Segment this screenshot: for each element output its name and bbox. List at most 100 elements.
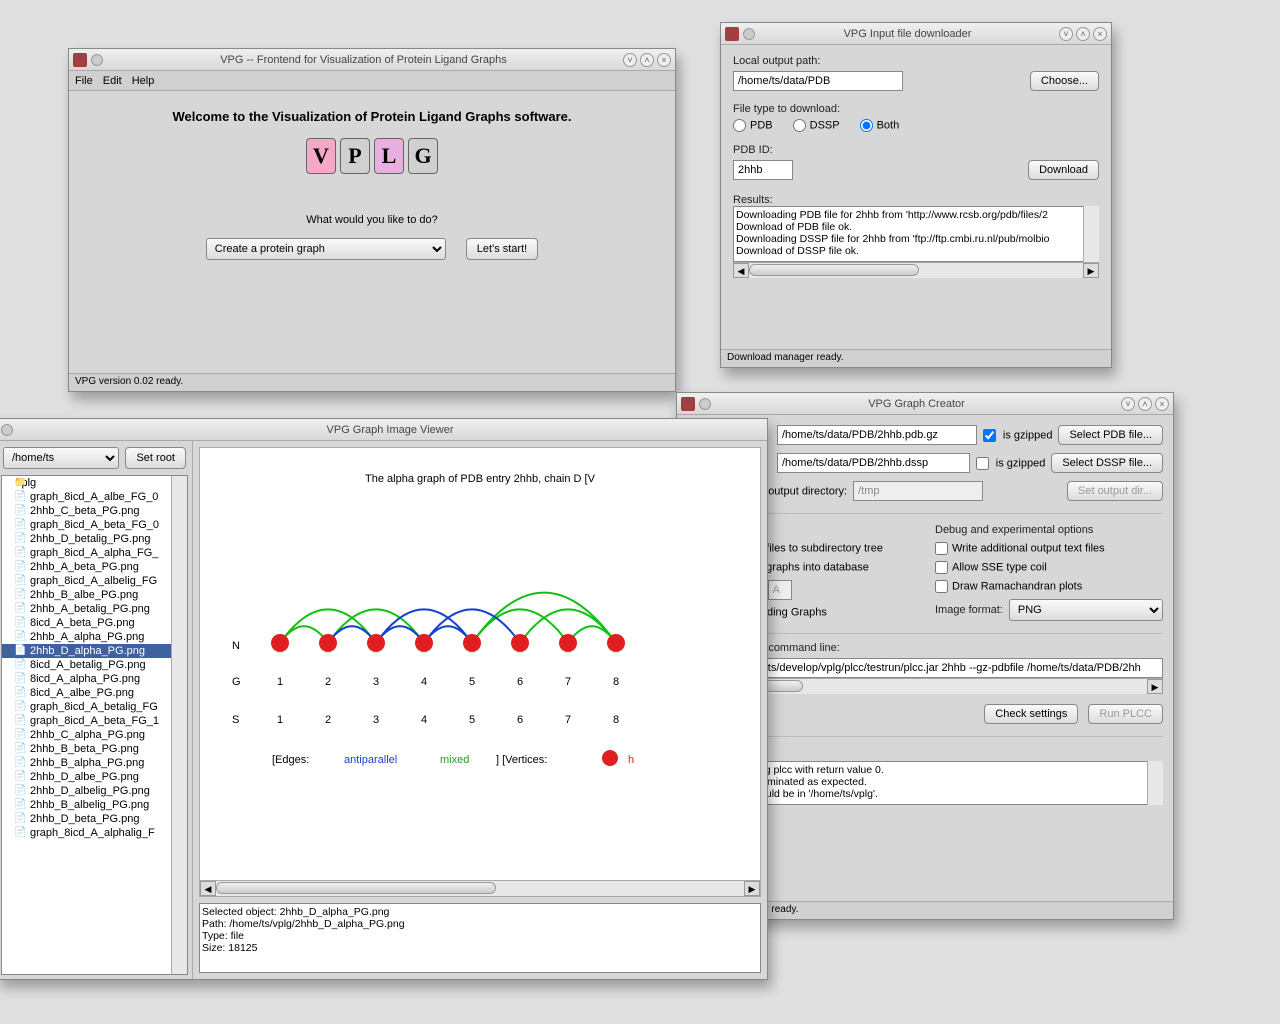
svg-text:mixed: mixed: [440, 754, 469, 766]
close-dot[interactable]: [1, 424, 13, 436]
results-text[interactable]: Downloading PDB file for 2hhb from 'http…: [733, 206, 1099, 262]
cr-results-vscroll[interactable]: [1147, 761, 1163, 805]
tree-folder[interactable]: vplg: [2, 476, 187, 490]
tree-item[interactable]: graph_8icd_A_beta_FG_1: [2, 714, 187, 728]
path-select[interactable]: /home/ts: [3, 447, 119, 469]
tree-item[interactable]: graph_8icd_A_betalig_FG: [2, 700, 187, 714]
check-settings-button[interactable]: Check settings: [984, 704, 1078, 724]
svg-text:2: 2: [325, 676, 331, 688]
svg-text:N: N: [232, 640, 240, 652]
downloader-window: VPG Input file downloader ˅ ˄ × Local ou…: [720, 22, 1112, 368]
tree-item[interactable]: 8icd_A_betalig_PG.png: [2, 658, 187, 672]
svg-text:8: 8: [613, 676, 619, 688]
close-dot[interactable]: [743, 28, 755, 40]
tree-item[interactable]: 2hhb_D_beta_PG.png: [2, 812, 187, 826]
dssp-file-input[interactable]: [777, 453, 970, 473]
menubar: File Edit Help: [69, 71, 675, 91]
minimize-button[interactable]: ˅: [1121, 397, 1135, 411]
close-button[interactable]: ×: [1093, 27, 1107, 41]
setroot-button[interactable]: Set root: [125, 447, 186, 469]
tree-item[interactable]: graph_8icd_A_alphalig_F: [2, 826, 187, 840]
main-body: Welcome to the Visualization of Protein …: [69, 91, 675, 278]
maximize-button[interactable]: ˄: [640, 53, 654, 67]
debug-header: Debug and experimental options: [935, 524, 1163, 536]
tree-item[interactable]: 2hhb_A_beta_PG.png: [2, 560, 187, 574]
viewer-left: /home/ts Set root vplg graph_8icd_A_albe…: [0, 441, 193, 979]
app-icon: [725, 27, 739, 41]
run-plcc-button: Run PLCC: [1088, 704, 1163, 724]
tree-vscroll[interactable]: [171, 476, 187, 974]
main-titlebar: VPG -- Frontend for Visualization of Pro…: [69, 49, 675, 71]
tree-item[interactable]: graph_8icd_A_albe_FG_0: [2, 490, 187, 504]
choose-button[interactable]: Choose...: [1030, 71, 1099, 91]
menu-help[interactable]: Help: [132, 75, 155, 87]
svg-text:The alpha graph of PDB entry 2: The alpha graph of PDB entry 2hhb, chain…: [365, 473, 596, 485]
tree-item[interactable]: graph_8icd_A_beta_FG_0: [2, 518, 187, 532]
vplg-logo: VPLG: [87, 138, 657, 174]
tree-item[interactable]: 8icd_A_albe_PG.png: [2, 686, 187, 700]
maximize-button[interactable]: ˄: [1076, 27, 1090, 41]
tree-item[interactable]: graph_8icd_A_albelig_FG: [2, 574, 187, 588]
tree-item[interactable]: 2hhb_B_beta_PG.png: [2, 742, 187, 756]
tree-item[interactable]: 2hhb_C_alpha_PG.png: [2, 728, 187, 742]
imgfmt-label: Image format:: [935, 604, 1003, 616]
start-button[interactable]: Let's start!: [466, 238, 538, 260]
tree-item[interactable]: 2hhb_D_betalig_PG.png: [2, 532, 187, 546]
tree-item[interactable]: 2hhb_B_albe_PG.png: [2, 588, 187, 602]
minimize-button[interactable]: ˅: [623, 53, 637, 67]
imgfmt-select[interactable]: PNG: [1009, 599, 1163, 621]
close-button[interactable]: ×: [657, 53, 671, 67]
tree-item[interactable]: 2hhb_A_betalig_PG.png: [2, 602, 187, 616]
tree-item[interactable]: 2hhb_D_alpha_PG.png: [2, 644, 187, 658]
viewer-window: VPG Graph Image Viewer /home/ts Set root…: [0, 418, 768, 980]
prompt-text: What would you like to do?: [87, 214, 657, 226]
dl-body: Local output path: Choose... File type t…: [721, 45, 1111, 288]
svg-text:8: 8: [613, 714, 619, 726]
pdb-gzip-checkbox[interactable]: is gzipped: [983, 429, 1053, 442]
minimize-button[interactable]: ˅: [1059, 27, 1073, 41]
svg-text:7: 7: [565, 714, 571, 726]
custom-dir-input: [853, 481, 983, 501]
action-dropdown[interactable]: Create a protein graph: [206, 238, 446, 260]
tree-item[interactable]: 8icd_A_alpha_PG.png: [2, 672, 187, 686]
tree-item[interactable]: 2hhb_D_albe_PG.png: [2, 770, 187, 784]
svg-text:h: h: [628, 754, 634, 766]
select-pdb-button[interactable]: Select PDB file...: [1058, 425, 1163, 445]
pdb-file-input[interactable]: [777, 425, 977, 445]
pdbid-input[interactable]: [733, 160, 793, 180]
opt-addtext[interactable]: Write additional output text files: [935, 542, 1163, 555]
select-dssp-button[interactable]: Select DSSP file...: [1051, 453, 1163, 473]
file-tree[interactable]: vplg graph_8icd_A_albe_FG_02hhb_C_beta_P…: [1, 475, 188, 975]
tree-item[interactable]: 2hhb_B_alpha_PG.png: [2, 756, 187, 770]
dl-title: VPG Input file downloader: [759, 28, 1056, 40]
maximize-button[interactable]: ˄: [1138, 397, 1152, 411]
tree-item[interactable]: 2hhb_C_beta_PG.png: [2, 504, 187, 518]
close-dot[interactable]: [91, 54, 103, 66]
menu-edit[interactable]: Edit: [103, 75, 122, 87]
filetype-radio-both[interactable]: Both: [860, 119, 900, 132]
tree-item[interactable]: 2hhb_D_albelig_PG.png: [2, 784, 187, 798]
menu-file[interactable]: File: [75, 75, 93, 87]
app-icon: [681, 397, 695, 411]
tree-item[interactable]: graph_8icd_A_alpha_FG_: [2, 546, 187, 560]
download-button[interactable]: Download: [1028, 160, 1099, 180]
results-vscroll[interactable]: [1083, 206, 1099, 262]
dssp-gzip-checkbox[interactable]: is gzipped: [976, 457, 1046, 470]
close-dot[interactable]: [699, 398, 711, 410]
filetype-radio-pdb[interactable]: PDB: [733, 119, 773, 132]
canvas-hscroll[interactable]: ◀▶: [200, 880, 760, 896]
tree-item[interactable]: 2hhb_B_albelig_PG.png: [2, 798, 187, 812]
results-hscroll[interactable]: ◀ ▶: [733, 262, 1099, 278]
tree-item[interactable]: 8icd_A_beta_PG.png: [2, 616, 187, 630]
filetype-radio-dssp[interactable]: DSSP: [793, 119, 840, 132]
svg-text:5: 5: [469, 676, 475, 688]
svg-text:1: 1: [277, 676, 283, 688]
main-status: VPG version 0.02 ready.: [69, 373, 675, 391]
viewer-titlebar: VPG Graph Image Viewer: [0, 419, 767, 441]
path-input[interactable]: [733, 71, 903, 91]
opt-rama[interactable]: Draw Ramachandran plots: [935, 580, 1163, 593]
close-button[interactable]: ×: [1155, 397, 1169, 411]
welcome-text: Welcome to the Visualization of Protein …: [87, 109, 657, 124]
opt-coil[interactable]: Allow SSE type coil: [935, 561, 1163, 574]
tree-item[interactable]: 2hhb_A_alpha_PG.png: [2, 630, 187, 644]
